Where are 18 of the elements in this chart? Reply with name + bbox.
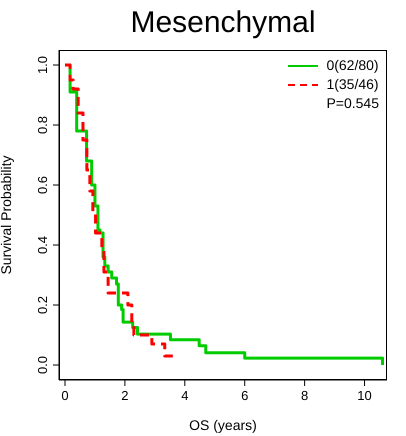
legend-label: 0(62/80) <box>326 56 379 75</box>
x-tick-label: 10 <box>357 388 372 403</box>
y-tick-label: 0.2 <box>35 296 50 314</box>
legend-label: 1(35/46) <box>326 75 379 94</box>
annotation: P=0.545 <box>325 94 379 113</box>
chart-title: Mesenchymal <box>129 6 317 40</box>
x-tick-label: 8 <box>301 388 308 403</box>
y-tick-label: 0.6 <box>35 176 50 194</box>
y-tick-label: 0.0 <box>35 356 50 374</box>
x-tick-label: 0 <box>61 388 69 403</box>
x-tick-label: 6 <box>241 388 248 403</box>
x-tick-label: 4 <box>181 388 188 403</box>
x-axis-title: OS (years) <box>189 417 257 433</box>
y-axis-title: Survival Probability <box>0 155 14 275</box>
y-tick-label: 0.8 <box>35 116 50 134</box>
x-tick-label: 2 <box>121 388 129 403</box>
y-tick-label: 1.0 <box>35 56 50 74</box>
y-tick-label: 0.4 <box>35 236 50 254</box>
